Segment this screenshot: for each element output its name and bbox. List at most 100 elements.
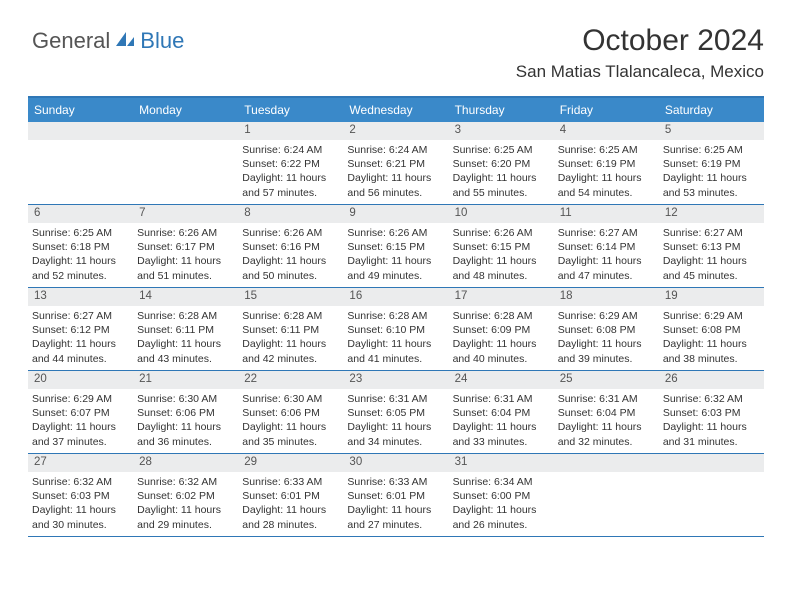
daylight-line: Daylight: 11 hours and 45 minutes. (663, 254, 760, 282)
day-cell: 2 Sunrise: 6:24 AMSunset: 6:21 PMDaylight… (343, 122, 448, 204)
day-cell: 25Sunrise: 6:31 AMSunset: 6:04 PMDayligh… (554, 371, 659, 453)
day-cell: 27Sunrise: 6:32 AMSunset: 6:03 PMDayligh… (28, 454, 133, 536)
day-number: 22 (238, 371, 343, 389)
daylight-line: Daylight: 11 hours and 35 minutes. (242, 420, 339, 448)
weekday-header-row: Sunday Monday Tuesday Wednesday Thursday… (28, 98, 764, 122)
day-details: Sunrise: 6:31 AMSunset: 6:04 PMDaylight:… (554, 389, 659, 453)
day-number: 27 (28, 454, 133, 472)
day-number: 14 (133, 288, 238, 306)
weekday-header: Saturday (659, 98, 764, 122)
day-number: 6 (28, 205, 133, 223)
day-number (659, 454, 764, 472)
sunrise-line: Sunrise: 6:28 AM (137, 309, 234, 323)
day-number: 17 (449, 288, 554, 306)
sunset-line: Sunset: 6:03 PM (32, 489, 129, 503)
day-cell: 14Sunrise: 6:28 AMSunset: 6:11 PMDayligh… (133, 288, 238, 370)
sunrise-line: Sunrise: 6:31 AM (558, 392, 655, 406)
day-number: 11 (554, 205, 659, 223)
sunset-line: Sunset: 6:03 PM (663, 406, 760, 420)
day-cell: 17Sunrise: 6:28 AMSunset: 6:09 PMDayligh… (449, 288, 554, 370)
day-details: Sunrise: 6:26 AMSunset: 6:15 PMDaylight:… (449, 223, 554, 287)
weekday-header: Tuesday (238, 98, 343, 122)
daylight-line: Daylight: 11 hours and 57 minutes. (242, 171, 339, 199)
day-cell (133, 122, 238, 204)
location-subtitle: San Matias Tlalancaleca, Mexico (516, 62, 764, 82)
day-number: 2 (343, 122, 448, 140)
day-number: 12 (659, 205, 764, 223)
day-cell: 4Sunrise: 6:25 AMSunset: 6:19 PMDaylight… (554, 122, 659, 204)
day-cell: 26Sunrise: 6:32 AMSunset: 6:03 PMDayligh… (659, 371, 764, 453)
sunset-line: Sunset: 6:07 PM (32, 406, 129, 420)
day-number: 3 (449, 122, 554, 140)
sunrise-line: Sunrise: 6:30 AM (137, 392, 234, 406)
sunset-line: Sunset: 6:11 PM (137, 323, 234, 337)
day-cell: 6Sunrise: 6:25 AMSunset: 6:18 PMDaylight… (28, 205, 133, 287)
day-cell (28, 122, 133, 204)
day-cell: 23Sunrise: 6:31 AMSunset: 6:05 PMDayligh… (343, 371, 448, 453)
day-cell: 5Sunrise: 6:25 AMSunset: 6:19 PMDaylight… (659, 122, 764, 204)
day-cell: 18Sunrise: 6:29 AMSunset: 6:08 PMDayligh… (554, 288, 659, 370)
daylight-line: Daylight: 11 hours and 55 minutes. (453, 171, 550, 199)
day-details: Sunrise: 6:25 AMSunset: 6:18 PMDaylight:… (28, 223, 133, 287)
calendar-page: General Blue October 2024 San Matias Tla… (0, 0, 792, 612)
daylight-line: Daylight: 11 hours and 51 minutes. (137, 254, 234, 282)
daylight-line: Daylight: 11 hours and 30 minutes. (32, 503, 129, 531)
daylight-line: Daylight: 11 hours and 32 minutes. (558, 420, 655, 448)
day-details (659, 472, 764, 479)
sunset-line: Sunset: 6:21 PM (347, 157, 444, 171)
sunset-line: Sunset: 6:00 PM (453, 489, 550, 503)
day-details: Sunrise: 6:34 AMSunset: 6:00 PMDaylight:… (449, 472, 554, 536)
sunrise-line: Sunrise: 6:27 AM (558, 226, 655, 240)
sunrise-line: Sunrise: 6:32 AM (663, 392, 760, 406)
day-details: Sunrise: 6:30 AMSunset: 6:06 PMDaylight:… (133, 389, 238, 453)
sunrise-line: Sunrise: 6:34 AM (453, 475, 550, 489)
day-details: Sunrise: 6:25 AMSunset: 6:19 PMDaylight:… (659, 140, 764, 204)
sunrise-line: Sunrise: 6:24 AM (347, 143, 444, 157)
day-cell: 7Sunrise: 6:26 AMSunset: 6:17 PMDaylight… (133, 205, 238, 287)
month-title: October 2024 (516, 24, 764, 58)
week-row: 27Sunrise: 6:32 AMSunset: 6:03 PMDayligh… (28, 454, 764, 537)
day-cell: 28Sunrise: 6:32 AMSunset: 6:02 PMDayligh… (133, 454, 238, 536)
sunrise-line: Sunrise: 6:26 AM (137, 226, 234, 240)
day-details: Sunrise: 6:33 AMSunset: 6:01 PMDaylight:… (343, 472, 448, 536)
day-number: 29 (238, 454, 343, 472)
day-number: 8 (238, 205, 343, 223)
day-cell: 30Sunrise: 6:33 AMSunset: 6:01 PMDayligh… (343, 454, 448, 536)
daylight-line: Daylight: 11 hours and 38 minutes. (663, 337, 760, 365)
day-details: Sunrise: 6:32 AMSunset: 6:02 PMDaylight:… (133, 472, 238, 536)
daylight-line: Daylight: 11 hours and 56 minutes. (347, 171, 444, 199)
day-details: Sunrise: 6:28 AMSunset: 6:11 PMDaylight:… (133, 306, 238, 370)
sunrise-line: Sunrise: 6:28 AM (347, 309, 444, 323)
sunset-line: Sunset: 6:04 PM (558, 406, 655, 420)
day-cell: 10Sunrise: 6:26 AMSunset: 6:15 PMDayligh… (449, 205, 554, 287)
day-details: Sunrise: 6:26 AMSunset: 6:16 PMDaylight:… (238, 223, 343, 287)
day-details: Sunrise: 6:28 AMSunset: 6:11 PMDaylight:… (238, 306, 343, 370)
logo: General Blue (28, 24, 184, 54)
day-details: Sunrise: 6:28 AMSunset: 6:09 PMDaylight:… (449, 306, 554, 370)
day-details: Sunrise: 6:25 AMSunset: 6:19 PMDaylight:… (554, 140, 659, 204)
daylight-line: Daylight: 11 hours and 54 minutes. (558, 171, 655, 199)
daylight-line: Daylight: 11 hours and 48 minutes. (453, 254, 550, 282)
day-number: 23 (343, 371, 448, 389)
day-cell: 9Sunrise: 6:26 AMSunset: 6:15 PMDaylight… (343, 205, 448, 287)
day-number: 20 (28, 371, 133, 389)
daylight-line: Daylight: 11 hours and 39 minutes. (558, 337, 655, 365)
sunrise-line: Sunrise: 6:26 AM (453, 226, 550, 240)
sunrise-line: Sunrise: 6:28 AM (453, 309, 550, 323)
sunrise-line: Sunrise: 6:24 AM (242, 143, 339, 157)
daylight-line: Daylight: 11 hours and 36 minutes. (137, 420, 234, 448)
day-number: 18 (554, 288, 659, 306)
week-row: 6Sunrise: 6:25 AMSunset: 6:18 PMDaylight… (28, 205, 764, 288)
day-number: 26 (659, 371, 764, 389)
day-cell: 21Sunrise: 6:30 AMSunset: 6:06 PMDayligh… (133, 371, 238, 453)
sunrise-line: Sunrise: 6:30 AM (242, 392, 339, 406)
day-cell: 24Sunrise: 6:31 AMSunset: 6:04 PMDayligh… (449, 371, 554, 453)
day-number: 4 (554, 122, 659, 140)
day-details: Sunrise: 6:29 AMSunset: 6:07 PMDaylight:… (28, 389, 133, 453)
sunset-line: Sunset: 6:11 PM (242, 323, 339, 337)
day-cell: 11Sunrise: 6:27 AMSunset: 6:14 PMDayligh… (554, 205, 659, 287)
day-cell (554, 454, 659, 536)
day-cell: 19Sunrise: 6:29 AMSunset: 6:08 PMDayligh… (659, 288, 764, 370)
day-details: Sunrise: 6:31 AMSunset: 6:05 PMDaylight:… (343, 389, 448, 453)
sunset-line: Sunset: 6:18 PM (32, 240, 129, 254)
